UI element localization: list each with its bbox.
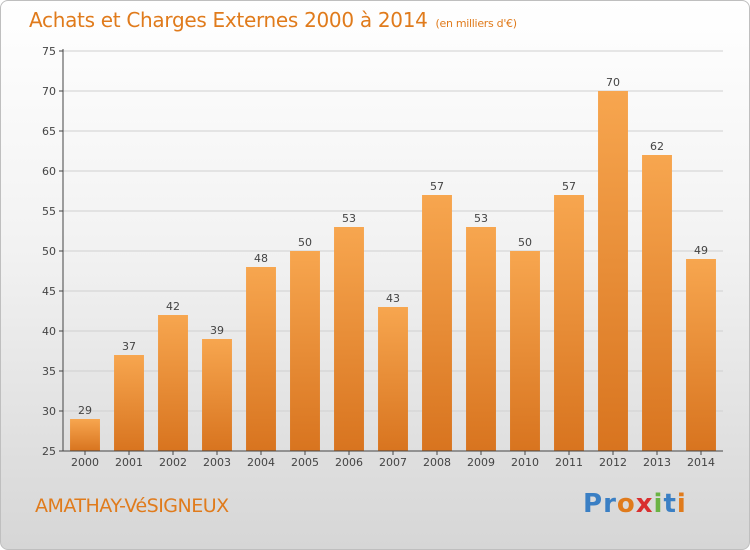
x-tick-label: 2004 bbox=[247, 456, 275, 469]
x-tick-label: 2005 bbox=[291, 456, 319, 469]
y-tick-label: 35 bbox=[42, 365, 56, 378]
bar bbox=[598, 91, 628, 451]
y-tick-label: 50 bbox=[42, 245, 56, 258]
bar-value-label: 50 bbox=[518, 236, 532, 249]
bar-value-label: 43 bbox=[386, 292, 400, 305]
bar bbox=[554, 195, 584, 451]
bar bbox=[158, 315, 188, 451]
x-tick-label: 2006 bbox=[335, 456, 363, 469]
bar-value-label: 62 bbox=[650, 140, 664, 153]
bar-value-label: 39 bbox=[210, 324, 224, 337]
bar-value-label: 42 bbox=[166, 300, 180, 313]
bar-value-label: 70 bbox=[606, 76, 620, 89]
axes: 25 30 35 40 45 50 55 60 65 70 75 2000 2001 2002 2003 20… bbox=[42, 45, 723, 469]
logo-letter: x bbox=[635, 489, 654, 519]
logo-letter: i bbox=[676, 489, 687, 519]
bar bbox=[202, 339, 232, 451]
y-tick-label: 25 bbox=[42, 445, 56, 458]
chart-title: Achats et Charges Externes 2000 à 2014 (e… bbox=[29, 8, 517, 32]
x-tick-label: 2003 bbox=[203, 456, 231, 469]
proxiti-logo: Proxiti bbox=[583, 489, 687, 519]
x-tick-label: 2000 bbox=[71, 456, 99, 469]
logo-letter: i bbox=[653, 489, 664, 519]
bar bbox=[378, 307, 408, 451]
bar-value-label: 29 bbox=[78, 404, 92, 417]
y-tick-label: 40 bbox=[42, 325, 56, 338]
x-tick-label: 2012 bbox=[599, 456, 627, 469]
bar-value-label: 48 bbox=[254, 252, 268, 265]
bar bbox=[334, 227, 364, 451]
y-tick-label: 45 bbox=[42, 285, 56, 298]
bar bbox=[290, 251, 320, 451]
x-tick-label: 2013 bbox=[643, 456, 671, 469]
x-tick-label: 2007 bbox=[379, 456, 407, 469]
y-tick-label: 75 bbox=[42, 45, 56, 58]
x-tick-label: 2002 bbox=[159, 456, 187, 469]
commune-name: AMATHAY-VéSIGNEUX bbox=[35, 495, 229, 517]
y-tick-label: 60 bbox=[42, 165, 56, 178]
bar-value-label: 57 bbox=[562, 180, 576, 193]
bar bbox=[466, 227, 496, 451]
chart-title-text: Achats et Charges Externes 2000 à 2014 bbox=[29, 8, 428, 32]
bar bbox=[70, 419, 100, 451]
bar bbox=[686, 259, 716, 451]
logo-letter: P bbox=[583, 489, 604, 519]
x-tick-label: 2001 bbox=[115, 456, 143, 469]
x-tick-label: 2014 bbox=[687, 456, 715, 469]
bar bbox=[510, 251, 540, 451]
y-tick-label: 55 bbox=[42, 205, 56, 218]
logo-letter: o bbox=[616, 489, 636, 519]
y-tick-label: 30 bbox=[42, 405, 56, 418]
x-tick-label: 2011 bbox=[555, 456, 583, 469]
bar-value-label: 50 bbox=[298, 236, 312, 249]
y-tick-label: 65 bbox=[42, 125, 56, 138]
bar-value-label: 49 bbox=[694, 244, 708, 257]
bar-value-label: 53 bbox=[342, 212, 356, 225]
bar-value-label: 37 bbox=[122, 340, 136, 353]
logo-letter: t bbox=[663, 489, 677, 519]
bars: 29 37 42 39 48 50 53 43 57 53 50 57 70 62 49 bbox=[70, 76, 716, 451]
x-tick-label: 2010 bbox=[511, 456, 539, 469]
logo-letter: r bbox=[603, 489, 617, 519]
chart-unit: (en milliers d'€) bbox=[435, 17, 517, 30]
bar bbox=[422, 195, 452, 451]
bar-value-label: 53 bbox=[474, 212, 488, 225]
bar bbox=[114, 355, 144, 451]
bar bbox=[246, 267, 276, 451]
bar-value-label: 57 bbox=[430, 180, 444, 193]
x-tick-label: 2009 bbox=[467, 456, 495, 469]
x-tick-label: 2008 bbox=[423, 456, 451, 469]
y-tick-label: 70 bbox=[42, 85, 56, 98]
bar bbox=[642, 155, 672, 451]
